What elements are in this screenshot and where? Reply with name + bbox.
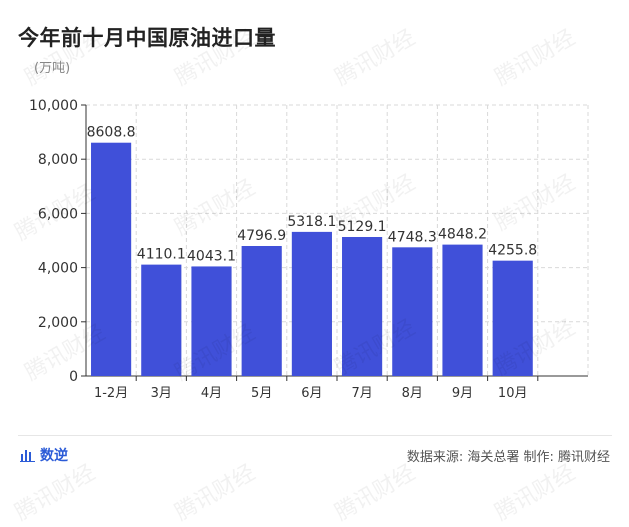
bar <box>492 260 533 376</box>
y-tick-label: 8,000 <box>38 152 78 168</box>
bar-chart-icon <box>20 450 35 462</box>
chart-title: 今年前十月中国原油进口量 <box>18 26 276 50</box>
x-tick-label: 10月 <box>498 386 528 401</box>
y-tick-label: 4,000 <box>38 261 78 277</box>
brand-logo[interactable]: 数逆 <box>20 445 68 465</box>
bar-value-label: 5129.1 <box>338 219 387 235</box>
brand-name: 数逆 <box>40 448 68 464</box>
bar <box>191 266 232 376</box>
bar <box>91 142 132 376</box>
bar <box>291 231 332 376</box>
bar <box>392 247 433 376</box>
x-tick-label: 1-2月 <box>94 386 128 401</box>
y-tick-label: 0 <box>69 369 78 385</box>
watermark: 腾讯财经 <box>10 460 100 526</box>
watermark: 腾讯财经 <box>330 460 420 526</box>
bar <box>141 264 182 376</box>
y-tick-label: 10,000 <box>29 98 78 114</box>
bar-value-label: 4110.1 <box>137 247 186 263</box>
bar <box>442 244 483 376</box>
bar-chart: 0 2,000 4,000 6,000 8,000 10,000 8608.8 1-2月 411… <box>29 98 589 401</box>
bar-value-label: 8608.8 <box>87 125 136 141</box>
x-tick-label: 5月 <box>251 386 272 401</box>
y-tick-label: 6,000 <box>38 206 78 222</box>
x-tick-label: 6月 <box>301 386 322 401</box>
bar-value-label: 5318.1 <box>287 214 336 230</box>
x-tick-label: 3月 <box>151 386 172 401</box>
x-tick-label: 4月 <box>201 386 222 401</box>
bar-value-label: 4796.9 <box>237 228 286 244</box>
bar-value-label: 4043.1 <box>187 248 236 264</box>
bar <box>342 237 383 376</box>
bar <box>241 246 282 376</box>
bar-value-label: 4848.2 <box>438 227 487 243</box>
x-tick-label: 8月 <box>402 386 423 401</box>
source-note: 数据来源: 海关总署 制作: 腾讯财经 <box>406 450 610 465</box>
bar-value-label: 4748.3 <box>388 229 437 245</box>
y-tick-label: 2,000 <box>38 315 78 331</box>
footer-divider <box>18 435 612 436</box>
unit-label: (万吨) <box>34 61 71 76</box>
watermark: 腾讯财经 <box>170 460 260 526</box>
bar-value-label: 4255.8 <box>488 243 537 259</box>
watermark: 腾讯财经 <box>490 460 580 526</box>
x-tick-label: 7月 <box>351 386 372 401</box>
x-tick-label: 9月 <box>452 386 473 401</box>
